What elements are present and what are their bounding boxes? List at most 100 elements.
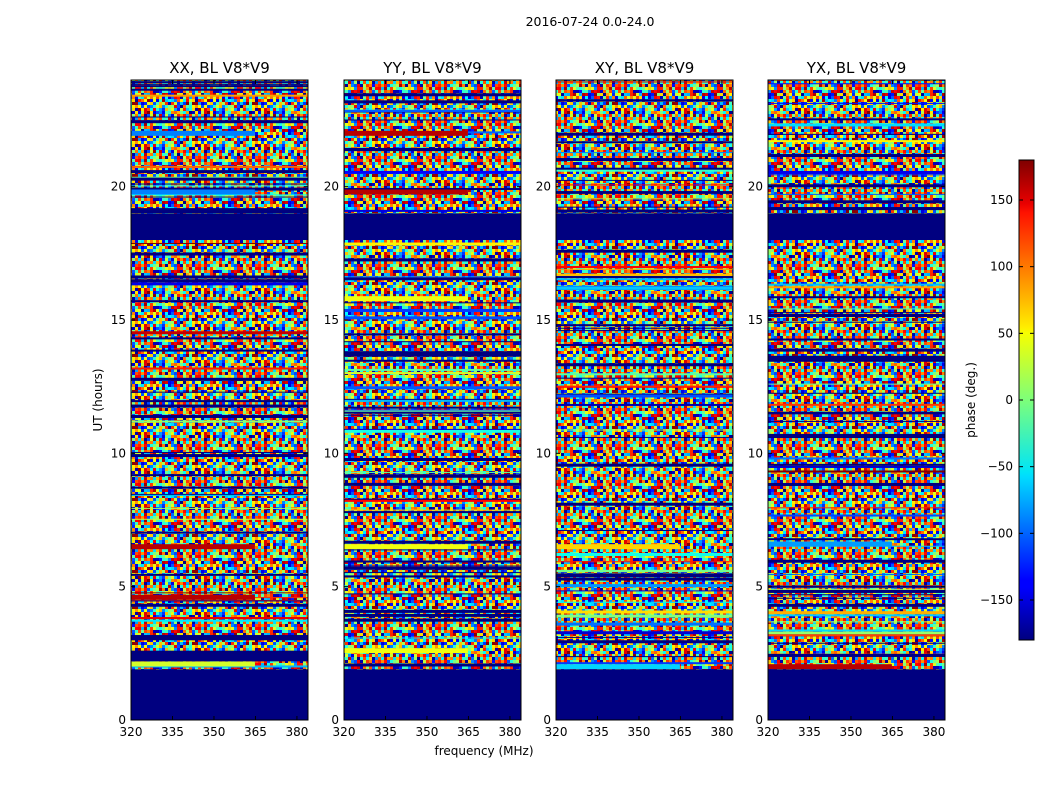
y-tick-label: 15 <box>111 313 126 327</box>
streak-row <box>131 414 308 418</box>
streak-row <box>768 411 945 413</box>
colorbar-tick-label: 100 <box>990 260 1013 274</box>
streak-row <box>131 420 308 423</box>
streak-row <box>768 614 945 617</box>
streak-row <box>131 187 308 191</box>
notable-row <box>344 296 468 302</box>
y-tick-label: 5 <box>543 580 551 594</box>
streak-row <box>768 200 945 204</box>
streak-row <box>556 363 733 367</box>
streak-row <box>556 324 733 327</box>
streak-row <box>768 296 945 299</box>
streak-row <box>768 174 945 176</box>
streak-row <box>131 507 308 509</box>
streak-row <box>768 420 945 422</box>
y-tick-label: 0 <box>543 713 551 727</box>
panel-2: YY, BL V8*V9 320 335 350 365 380 0 5 10 15 20 frequ… <box>324 59 534 758</box>
streak-row <box>131 116 308 118</box>
streak-row <box>556 373 733 376</box>
notable-row <box>131 544 255 550</box>
streak-row <box>344 509 521 511</box>
streak-row <box>768 392 945 394</box>
streak-row <box>556 343 733 346</box>
streak-row <box>556 636 733 638</box>
streak-row <box>768 631 945 635</box>
streak-row <box>556 573 733 577</box>
x-tick-label: 380 <box>922 725 945 739</box>
streak-row <box>556 179 733 181</box>
streak-row <box>131 518 308 520</box>
colorbar-label: phase (deg.) <box>964 362 978 438</box>
streak-row <box>131 573 308 576</box>
streak-row <box>556 394 733 398</box>
streak-row <box>131 300 308 303</box>
streak-row <box>768 507 945 509</box>
y-tick-label: 10 <box>748 446 763 460</box>
streak-row <box>131 120 308 124</box>
streak-row <box>768 338 945 341</box>
streak-row <box>344 609 521 613</box>
streak-row <box>344 429 521 433</box>
streak-row <box>344 110 521 113</box>
streak-row <box>131 454 308 458</box>
streak-row <box>556 590 733 592</box>
streak-row <box>131 242 308 244</box>
streak-row <box>556 266 733 269</box>
streak-row <box>768 559 945 563</box>
streak-row <box>556 561 733 563</box>
y-tick-label: 5 <box>118 580 126 594</box>
streak-row <box>131 88 308 91</box>
streak-row <box>131 474 308 477</box>
streak-row <box>344 258 521 262</box>
streak-row <box>768 585 945 588</box>
streak-row <box>344 170 521 174</box>
streak-row <box>556 286 733 290</box>
panel-title: XY, BL V8*V9 <box>595 59 695 77</box>
streak-row <box>556 152 733 154</box>
streak-row <box>131 94 308 97</box>
streak-row <box>556 169 733 172</box>
streak-row <box>556 268 733 270</box>
heatmap-image <box>344 80 521 720</box>
streak-row <box>768 312 945 314</box>
x-tick-label: 380 <box>710 725 733 739</box>
streak-row <box>556 249 733 253</box>
y-tick-label: 5 <box>331 580 339 594</box>
panel-title: YY, BL V8*V9 <box>382 59 481 77</box>
streak-row <box>768 403 945 406</box>
y-tick-label: 15 <box>324 313 339 327</box>
streak-row <box>131 177 308 181</box>
streak-row <box>344 565 521 567</box>
streak-row <box>344 302 521 304</box>
streak-row <box>556 209 733 213</box>
streak-row <box>556 584 733 588</box>
streak-row <box>131 349 308 352</box>
streak-row <box>131 337 308 340</box>
streak-row <box>344 593 521 595</box>
streak-row <box>344 457 521 461</box>
streak-row <box>768 133 945 135</box>
streak-row <box>344 471 521 473</box>
x-tick-label: 350 <box>416 725 439 739</box>
colorbar-tick-label: 0 <box>1005 393 1013 407</box>
streak-row <box>768 313 945 317</box>
streak-row <box>768 102 945 104</box>
x-tick-label: 335 <box>798 725 821 739</box>
x-tick-label: 350 <box>628 725 651 739</box>
notable-row <box>344 189 468 195</box>
streak-row <box>344 575 521 578</box>
streak-row <box>768 207 945 210</box>
streak-row <box>556 99 733 102</box>
x-tick-label: 380 <box>498 725 521 739</box>
y-tick-label: 15 <box>536 313 551 327</box>
streak-row <box>131 183 308 185</box>
streak-row <box>768 653 945 657</box>
streak-row <box>556 377 733 379</box>
streak-row <box>344 566 521 570</box>
streak-row <box>131 165 308 168</box>
streak-row <box>344 549 521 551</box>
y-tick-label: 0 <box>755 713 763 727</box>
x-tick-label: 320 <box>120 725 143 739</box>
streak-row <box>768 588 945 590</box>
x-tick-label: 350 <box>203 725 226 739</box>
